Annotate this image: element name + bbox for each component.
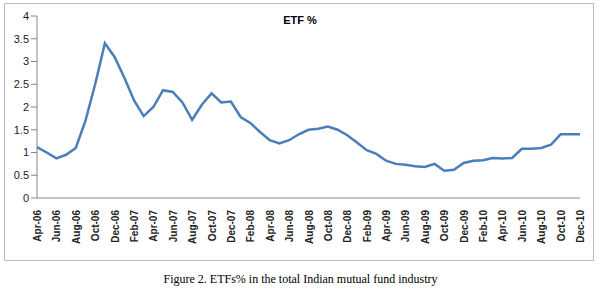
html-text:ETF %: ETF % (283, 14, 317, 26)
svg-text:Dec-08: Dec-08 (342, 210, 353, 243)
svg-text:Aug-10: Aug-10 (536, 210, 547, 244)
svg-text:Jun-10: Jun-10 (517, 210, 528, 243)
svg-text:Jun-09: Jun-09 (400, 210, 411, 243)
svg-text:0.5: 0.5 (14, 169, 29, 181)
svg-text:Oct-10: Oct-10 (556, 210, 567, 242)
svg-text:Feb-10: Feb-10 (478, 210, 489, 243)
svg-text:3: 3 (23, 55, 29, 67)
svg-text:Jun-08: Jun-08 (284, 210, 295, 243)
svg-text:Feb-09: Feb-09 (362, 210, 373, 243)
svg-text:Oct-07: Oct-07 (207, 210, 218, 242)
svg-text:Dec-07: Dec-07 (226, 210, 237, 243)
svg-text:Jun-07: Jun-07 (168, 210, 179, 243)
svg-text:Apr-10: Apr-10 (497, 210, 508, 242)
svg-text:Aug-08: Aug-08 (304, 210, 315, 244)
svg-text:Apr-06: Apr-06 (32, 210, 43, 242)
svg-text:Oct-09: Oct-09 (439, 210, 450, 242)
svg-text:Feb-08: Feb-08 (245, 210, 256, 243)
svg-text:Aug-07: Aug-07 (187, 210, 198, 244)
svg-text:Dec-06: Dec-06 (110, 210, 121, 243)
svg-text:3.5: 3.5 (14, 33, 29, 45)
svg-text:Apr-07: Apr-07 (148, 210, 159, 242)
svg-text:Oct-06: Oct-06 (90, 210, 101, 242)
html-text:Figure 2. ETFs% in the total I: Figure 2. ETFs% in the total Indian mutu… (163, 272, 438, 286)
svg-text:Dec-09: Dec-09 (459, 210, 470, 243)
svg-text:2: 2 (23, 101, 29, 113)
svg-text:1.5: 1.5 (14, 124, 29, 136)
svg-text:4: 4 (23, 10, 29, 22)
svg-text:Jun-06: Jun-06 (51, 210, 62, 243)
svg-text:Feb-07: Feb-07 (129, 210, 140, 243)
svg-text:1: 1 (23, 146, 29, 158)
svg-text:Dec-10: Dec-10 (575, 210, 586, 243)
svg-text:0: 0 (23, 192, 29, 204)
svg-text:Apr-08: Apr-08 (265, 210, 276, 242)
svg-text:Aug-06: Aug-06 (71, 210, 82, 244)
svg-text:Aug-09: Aug-09 (420, 210, 431, 244)
svg-text:Oct-08: Oct-08 (323, 210, 334, 242)
svg-text:Apr-09: Apr-09 (381, 210, 392, 242)
svg-text:2.5: 2.5 (14, 78, 29, 90)
